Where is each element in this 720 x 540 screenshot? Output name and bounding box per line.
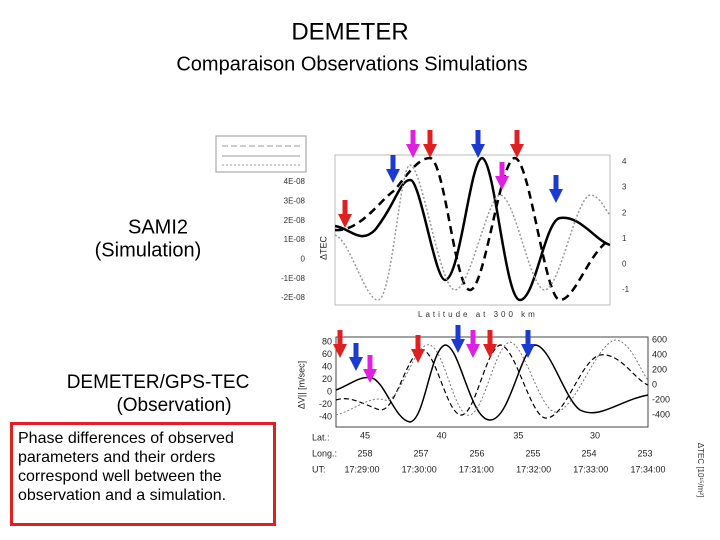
tick-label: -20 xyxy=(319,399,332,409)
tick-label: 3E-08 xyxy=(284,196,306,205)
tick-label: -200 xyxy=(652,394,670,404)
tick-label: 3 xyxy=(622,183,627,192)
lat-label: Lat.: xyxy=(312,432,330,442)
dashed-curve xyxy=(334,156,611,302)
tick-label: 1 xyxy=(622,234,627,243)
arrow xyxy=(549,175,563,203)
arrow xyxy=(423,130,437,158)
arrow xyxy=(333,330,347,358)
tick-label: 2 xyxy=(622,208,627,217)
arrow xyxy=(386,155,400,183)
arrow xyxy=(451,325,465,353)
tick-label: 30 xyxy=(590,430,600,440)
tick-label: 4E-08 xyxy=(284,177,306,186)
tick-label: 0 xyxy=(327,386,332,396)
tick-label: 35 xyxy=(513,430,523,440)
solid-curve xyxy=(334,156,611,302)
arrow xyxy=(483,330,497,358)
dotted-curve xyxy=(335,339,649,416)
tick-label: 0 xyxy=(652,379,657,389)
tick-label: 257 xyxy=(413,448,428,458)
tick-label: 17:32:00 xyxy=(516,464,551,474)
tick-label: 400 xyxy=(652,349,667,359)
tick-label: 4 xyxy=(622,157,627,166)
ut-label: UT: xyxy=(312,464,326,474)
y-axis-label: ΔV|| [m/sec] xyxy=(296,361,306,409)
tick-label: -1E-08 xyxy=(281,274,306,283)
long-label: Long.: xyxy=(312,448,337,458)
arrow xyxy=(406,130,420,158)
arrow xyxy=(466,330,480,358)
tick-label: 80 xyxy=(322,336,332,346)
arrow xyxy=(510,130,524,158)
observation-label: DEMETER/GPS-TEC xyxy=(67,372,250,393)
tick-label: -2E-08 xyxy=(281,293,306,302)
tick-label: 17:29:00 xyxy=(344,464,379,474)
tick-label: 17:30:00 xyxy=(402,464,437,474)
tick-label: 17:33:00 xyxy=(573,464,608,474)
arrow xyxy=(349,343,363,371)
tick-label: 2E-08 xyxy=(284,216,306,225)
tick-label: 17:31:00 xyxy=(459,464,494,474)
tick-label: -1 xyxy=(622,285,630,294)
tick-label: 40 xyxy=(437,430,447,440)
x-axis-label: Latitude at 300 km xyxy=(418,310,538,319)
tick-label: 253 xyxy=(637,448,652,458)
simulation-label: (Simulation) xyxy=(95,239,202,261)
tick-label: -40 xyxy=(319,411,332,421)
tick-label: 258 xyxy=(357,448,372,458)
observation-label: (Observation) xyxy=(116,395,231,416)
tick-label: 20 xyxy=(322,374,332,384)
tick-label: 40 xyxy=(322,361,332,371)
tick-label: -400 xyxy=(652,409,670,419)
tick-label: 200 xyxy=(652,364,667,374)
dashed-curve xyxy=(335,344,649,419)
y2-axis-label: ΔTEC [10¹⁵/m²] xyxy=(696,443,705,497)
subtitle: Comparaison Observations Simulations xyxy=(176,53,527,75)
tick-label: 60 xyxy=(322,349,332,359)
gray-curve xyxy=(334,164,611,301)
arrow xyxy=(521,330,535,358)
simulation-label: SAMI2 xyxy=(128,216,188,238)
tick-label: 0 xyxy=(301,254,306,263)
tick-label: 600 xyxy=(652,334,667,344)
tick-label: 45 xyxy=(360,430,370,440)
arrows xyxy=(333,130,563,383)
note-box: Phase differences of observed parameters… xyxy=(10,422,276,526)
solid-curve xyxy=(335,344,649,423)
top-plot: ΔTEC Latitude at 300 km xyxy=(215,135,611,319)
arrow xyxy=(471,130,485,158)
arrow xyxy=(338,200,352,228)
tick-label: 254 xyxy=(581,448,596,458)
y-axis-label: ΔTEC xyxy=(318,235,328,260)
title: DEMETER xyxy=(291,18,408,45)
tick-label: 0 xyxy=(622,260,627,269)
tick-label: 17:34:00 xyxy=(630,464,665,474)
tick-label: 1E-08 xyxy=(284,235,306,244)
tick-label: 256 xyxy=(469,448,484,458)
tick-label: 255 xyxy=(525,448,540,458)
legend-box xyxy=(215,135,307,173)
